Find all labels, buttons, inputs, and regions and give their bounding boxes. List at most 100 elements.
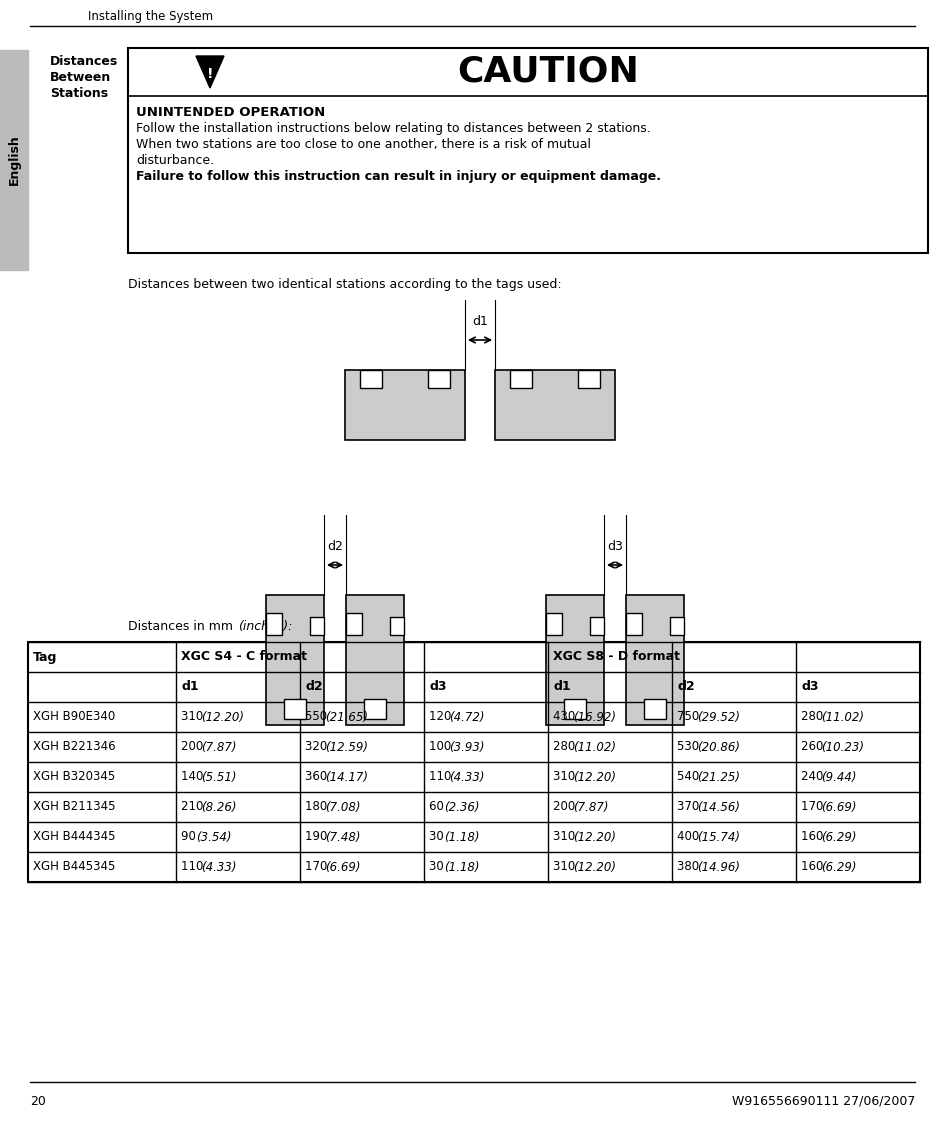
Text: d1: d1 [552, 681, 570, 693]
Text: 110: 110 [429, 770, 455, 784]
Text: When two stations are too close to one another, there is a risk of mutual: When two stations are too close to one a… [136, 138, 590, 151]
Bar [643, 699, 666, 719]
Text: 20: 20 [30, 1094, 46, 1108]
Text: (6.69): (6.69) [820, 801, 856, 813]
Bar [284, 699, 306, 719]
Text: 370: 370 [676, 801, 702, 813]
Text: (5.51): (5.51) [201, 770, 237, 784]
Text: d2: d2 [305, 681, 322, 693]
Text: 430: 430 [552, 710, 579, 724]
Text: (4.72): (4.72) [449, 710, 484, 724]
Text: (1.18): (1.18) [443, 860, 479, 874]
Text: d3: d3 [801, 681, 818, 693]
Bar [495, 370, 615, 440]
Text: 110: 110 [181, 860, 207, 874]
Text: 180: 180 [305, 801, 330, 813]
Bar [127, 48, 927, 253]
Bar [28, 642, 919, 881]
Text: (10.23): (10.23) [820, 741, 864, 753]
Text: (inches):: (inches): [238, 620, 292, 633]
Text: 280: 280 [552, 741, 579, 753]
Text: 540: 540 [676, 770, 702, 784]
Text: (29.52): (29.52) [697, 710, 739, 724]
Bar [363, 699, 385, 719]
Text: (8.26): (8.26) [201, 801, 237, 813]
Text: 320: 320 [305, 741, 330, 753]
Text: (4.33): (4.33) [449, 770, 484, 784]
Text: 170: 170 [801, 801, 826, 813]
Bar [564, 699, 585, 719]
Text: XGH B445345: XGH B445345 [33, 860, 115, 874]
Bar [625, 595, 683, 725]
Text: Tag: Tag [33, 650, 58, 664]
Text: 210: 210 [181, 801, 207, 813]
Bar [265, 613, 281, 634]
Text: XGH B444345: XGH B444345 [33, 830, 115, 843]
Text: Stations: Stations [50, 87, 108, 100]
Bar [546, 613, 562, 634]
Text: English: English [8, 135, 21, 186]
Bar [345, 370, 464, 440]
Bar [346, 595, 404, 725]
Text: XGC S4 - C format: XGC S4 - C format [181, 650, 307, 664]
Text: (6.29): (6.29) [820, 860, 856, 874]
Text: 170: 170 [305, 860, 330, 874]
Text: (16.92): (16.92) [573, 710, 615, 724]
Text: 280: 280 [801, 710, 826, 724]
Text: !: ! [207, 67, 213, 80]
Text: 360: 360 [305, 770, 330, 784]
Text: XGH B211345: XGH B211345 [33, 801, 115, 813]
Bar [578, 370, 599, 387]
Text: XGH B90E340: XGH B90E340 [33, 710, 115, 724]
Text: 200: 200 [552, 801, 579, 813]
Text: Distances between two identical stations according to the tags used:: Distances between two identical stations… [127, 278, 561, 291]
Text: (3.54): (3.54) [195, 830, 231, 843]
Text: (4.33): (4.33) [201, 860, 237, 874]
Text: d1: d1 [181, 681, 198, 693]
Text: d2: d2 [676, 681, 694, 693]
Text: (11.02): (11.02) [573, 741, 615, 753]
Bar [669, 617, 683, 634]
Polygon shape [195, 56, 224, 88]
Text: 240: 240 [801, 770, 826, 784]
Text: UNINTENDED OPERATION: UNINTENDED OPERATION [136, 107, 325, 119]
Text: 30: 30 [429, 860, 447, 874]
Text: 90: 90 [181, 830, 199, 843]
Text: 550: 550 [305, 710, 330, 724]
Text: 310: 310 [181, 710, 207, 724]
Bar [346, 613, 362, 634]
Text: 310: 310 [552, 860, 579, 874]
Text: (12.20): (12.20) [573, 770, 615, 784]
Text: 160: 160 [801, 860, 826, 874]
Bar [510, 370, 531, 387]
Text: 310: 310 [552, 770, 579, 784]
Text: XGC S8 - D format: XGC S8 - D format [552, 650, 680, 664]
Text: (6.69): (6.69) [325, 860, 361, 874]
Bar [625, 613, 641, 634]
Text: 400: 400 [676, 830, 702, 843]
Text: (7.08): (7.08) [325, 801, 361, 813]
Text: 140: 140 [181, 770, 207, 784]
Text: (15.74): (15.74) [697, 830, 739, 843]
Text: (7.87): (7.87) [201, 741, 237, 753]
Text: XGH B320345: XGH B320345 [33, 770, 115, 784]
Bar [546, 595, 603, 725]
Text: (6.29): (6.29) [820, 830, 856, 843]
Text: Distances: Distances [50, 56, 118, 68]
Text: Follow the installation instructions below relating to distances between 2 stati: Follow the installation instructions bel… [136, 122, 650, 135]
Text: 750: 750 [676, 710, 702, 724]
Text: (12.20): (12.20) [201, 710, 244, 724]
Text: disturbance.: disturbance. [136, 154, 214, 167]
Bar [265, 595, 324, 725]
Text: (11.02): (11.02) [820, 710, 864, 724]
Text: CAUTION: CAUTION [457, 56, 638, 90]
Bar [390, 617, 404, 634]
Text: (3.93): (3.93) [449, 741, 484, 753]
Text: 190: 190 [305, 830, 330, 843]
Text: Installing the System: Installing the System [88, 10, 213, 23]
Text: 380: 380 [676, 860, 702, 874]
Text: (7.87): (7.87) [573, 801, 608, 813]
Text: 200: 200 [181, 741, 207, 753]
Text: (20.86): (20.86) [697, 741, 739, 753]
Text: 530: 530 [676, 741, 702, 753]
